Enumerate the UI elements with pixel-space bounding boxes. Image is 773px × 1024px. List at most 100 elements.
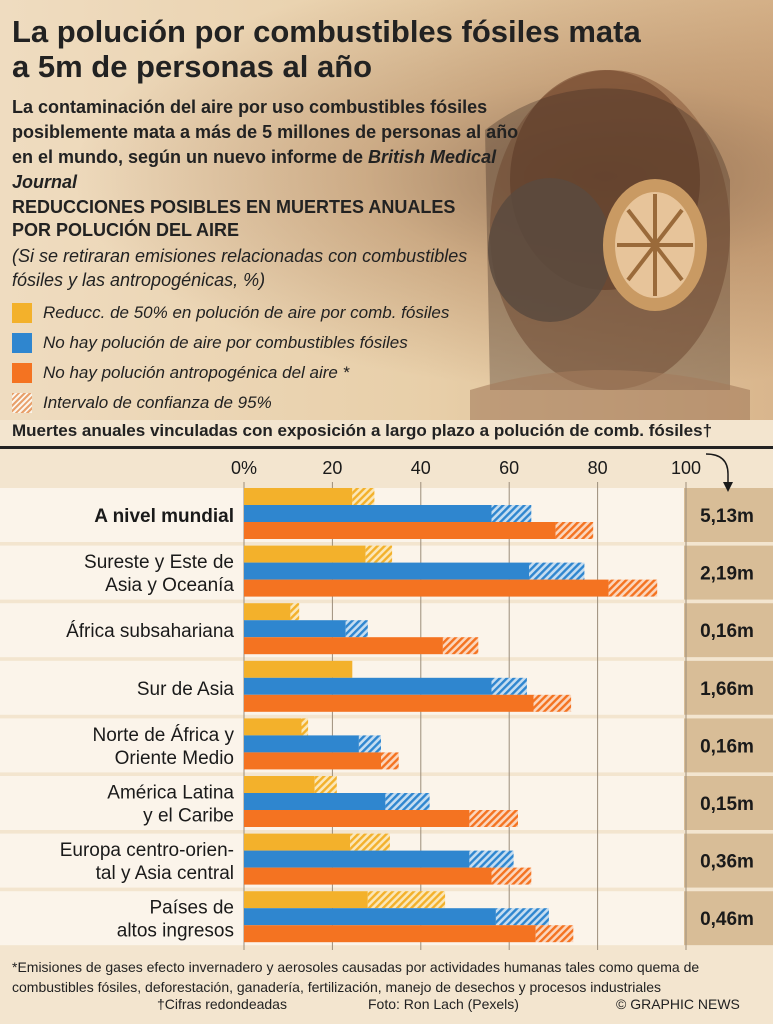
ci-hatch-no-anthropogenic — [381, 752, 399, 770]
ci-hatch-reduction-50 — [352, 488, 375, 505]
x-tick-label: 40 — [411, 458, 431, 478]
legend-swatch-yellow — [12, 303, 32, 323]
legend-item-confidence: Intervalo de confianza de 95% — [12, 388, 449, 418]
deaths-cell — [684, 488, 773, 542]
ci-hatch-reduction-50 — [365, 545, 393, 563]
ci-hatch-no-fossil — [491, 505, 532, 522]
ci-hatch-reduction-50 — [350, 833, 390, 851]
deaths-cell — [684, 833, 773, 888]
deaths-bar-chart: A nivel mundial 5,13m Sureste y Este deAsi… — [0, 453, 773, 950]
ci-hatch-no-anthropogenic — [442, 637, 479, 655]
ci-hatch-no-anthropogenic — [533, 694, 572, 712]
intro-source: British Medical Journal — [12, 147, 497, 192]
copyright: © GRAPHIC NEWS — [616, 996, 740, 1012]
section-note: (Si se retiraran emisiones relacionadas … — [12, 246, 468, 290]
bar-no-anthropogenic — [244, 810, 470, 827]
x-tick-label: 100 — [671, 458, 701, 478]
ci-hatch-no-anthropogenic — [491, 867, 532, 885]
category-label: África subsahariana — [66, 621, 234, 642]
category-label: tal y Asia central — [96, 863, 234, 884]
deaths-arrow-head — [723, 482, 733, 492]
bar-no-anthropogenic — [244, 637, 443, 655]
chart-heading: Muertes anuales vinculadas con exposició… — [12, 421, 713, 440]
deaths-value: 0,15m — [700, 794, 754, 815]
bar-no-fossil — [244, 677, 492, 695]
bar-no-anthropogenic — [244, 925, 536, 943]
ci-hatch-no-fossil — [491, 677, 527, 695]
deaths-value: 2,19m — [700, 564, 754, 585]
legend-item-no-fossil: No hay polución de aire por combustibles… — [12, 328, 449, 358]
bar-reduction-50 — [244, 718, 302, 736]
bar-no-anthropogenic — [244, 867, 492, 885]
deaths-value: 0,46m — [700, 909, 754, 930]
x-tick-label: 80 — [588, 458, 608, 478]
legend-swatch-blue — [12, 333, 32, 353]
ci-hatch-no-fossil — [495, 908, 549, 926]
legend-label: Reducc. de 50% en polución de aire por c… — [43, 303, 450, 322]
category-label: Europa centro-orien- — [60, 840, 234, 861]
legend-swatch-orange — [12, 363, 32, 383]
bar-no-fossil — [244, 908, 496, 926]
deaths-value: 0,16m — [700, 621, 754, 642]
bar-no-anthropogenic — [244, 752, 381, 770]
bar-no-fossil — [244, 850, 470, 868]
category-label: Países de — [150, 898, 235, 919]
legend-label: No hay polución de aire por combustibles… — [43, 333, 408, 352]
category-label: Oriente Medio — [115, 748, 234, 769]
chart-legend: Reducc. de 50% en polución de aire por c… — [12, 298, 449, 418]
bar-reduction-50 — [244, 776, 315, 793]
ci-hatch-reduction-50 — [367, 891, 446, 909]
category-label: y el Caribe — [143, 806, 234, 827]
legend-swatch-hatched — [12, 393, 32, 413]
legend-label: Intervalo de confianza de 95% — [43, 393, 272, 412]
bar-reduction-50 — [244, 488, 353, 505]
deaths-value: 1,66m — [700, 679, 754, 700]
ci-hatch-no-anthropogenic — [555, 522, 594, 539]
ci-hatch-no-fossil — [358, 735, 381, 753]
ci-hatch-no-anthropogenic — [469, 810, 518, 827]
ci-hatch-no-fossil — [385, 793, 430, 810]
section-heading: REDUCCIONES POSIBLES EN MUERTES ANUALES … — [12, 197, 456, 240]
bar-no-fossil — [244, 735, 359, 753]
photo-credit: Foto: Ron Lach (Pexels) — [368, 996, 519, 1012]
heading-rule — [0, 446, 773, 449]
bar-reduction-50 — [244, 545, 366, 563]
ci-hatch-reduction-50 — [301, 718, 309, 736]
x-tick-label: 0% — [231, 458, 257, 478]
category-label: Sur de Asia — [137, 679, 235, 700]
ci-hatch-no-fossil — [469, 850, 514, 868]
legend-label: No hay polución antropogénica del aire * — [43, 363, 350, 382]
ci-hatch-no-anthropogenic — [608, 579, 658, 597]
bar-no-anthropogenic — [244, 694, 534, 712]
gas-mask-photo — [470, 70, 750, 420]
bar-no-fossil — [244, 562, 530, 580]
x-tick-label: 60 — [499, 458, 519, 478]
ci-hatch-reduction-50 — [290, 603, 300, 621]
deaths-cell — [684, 718, 773, 773]
legend-item-reduction-50: Reducc. de 50% en polución de aire por c… — [12, 298, 449, 328]
category-label: Sureste y Este de — [84, 552, 234, 573]
deaths-value: 5,13m — [700, 506, 754, 527]
bar-no-fossil — [244, 620, 346, 638]
bar-reduction-50 — [244, 891, 368, 909]
bar-no-fossil — [244, 793, 386, 810]
deaths-cell — [684, 776, 773, 830]
category-label: A nivel mundial — [94, 506, 234, 527]
bar-no-anthropogenic — [244, 522, 556, 539]
page-title: La polución por combustibles fósiles mat… — [12, 14, 641, 84]
ci-hatch-no-fossil — [529, 562, 585, 580]
ci-hatch-reduction-50 — [314, 776, 337, 793]
bar-no-anthropogenic — [244, 579, 609, 597]
bar-reduction-50 — [244, 833, 351, 851]
ci-hatch-no-fossil — [345, 620, 368, 638]
category-label: América Latina — [107, 783, 234, 804]
deaths-cell — [684, 891, 773, 946]
deaths-arrow — [705, 453, 729, 486]
intro-main: La contaminación del aire por uso combus… — [12, 97, 519, 167]
category-label: Norte de África y — [93, 725, 235, 746]
x-tick-label: 20 — [322, 458, 342, 478]
bar-reduction-50 — [244, 603, 291, 621]
bar-no-fossil — [244, 505, 492, 522]
deaths-value: 0,16m — [700, 736, 754, 757]
ci-hatch-no-anthropogenic — [535, 925, 574, 943]
